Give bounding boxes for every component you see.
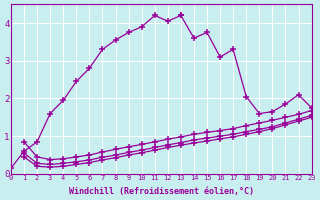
X-axis label: Windchill (Refroidissement éolien,°C): Windchill (Refroidissement éolien,°C)	[69, 187, 254, 196]
